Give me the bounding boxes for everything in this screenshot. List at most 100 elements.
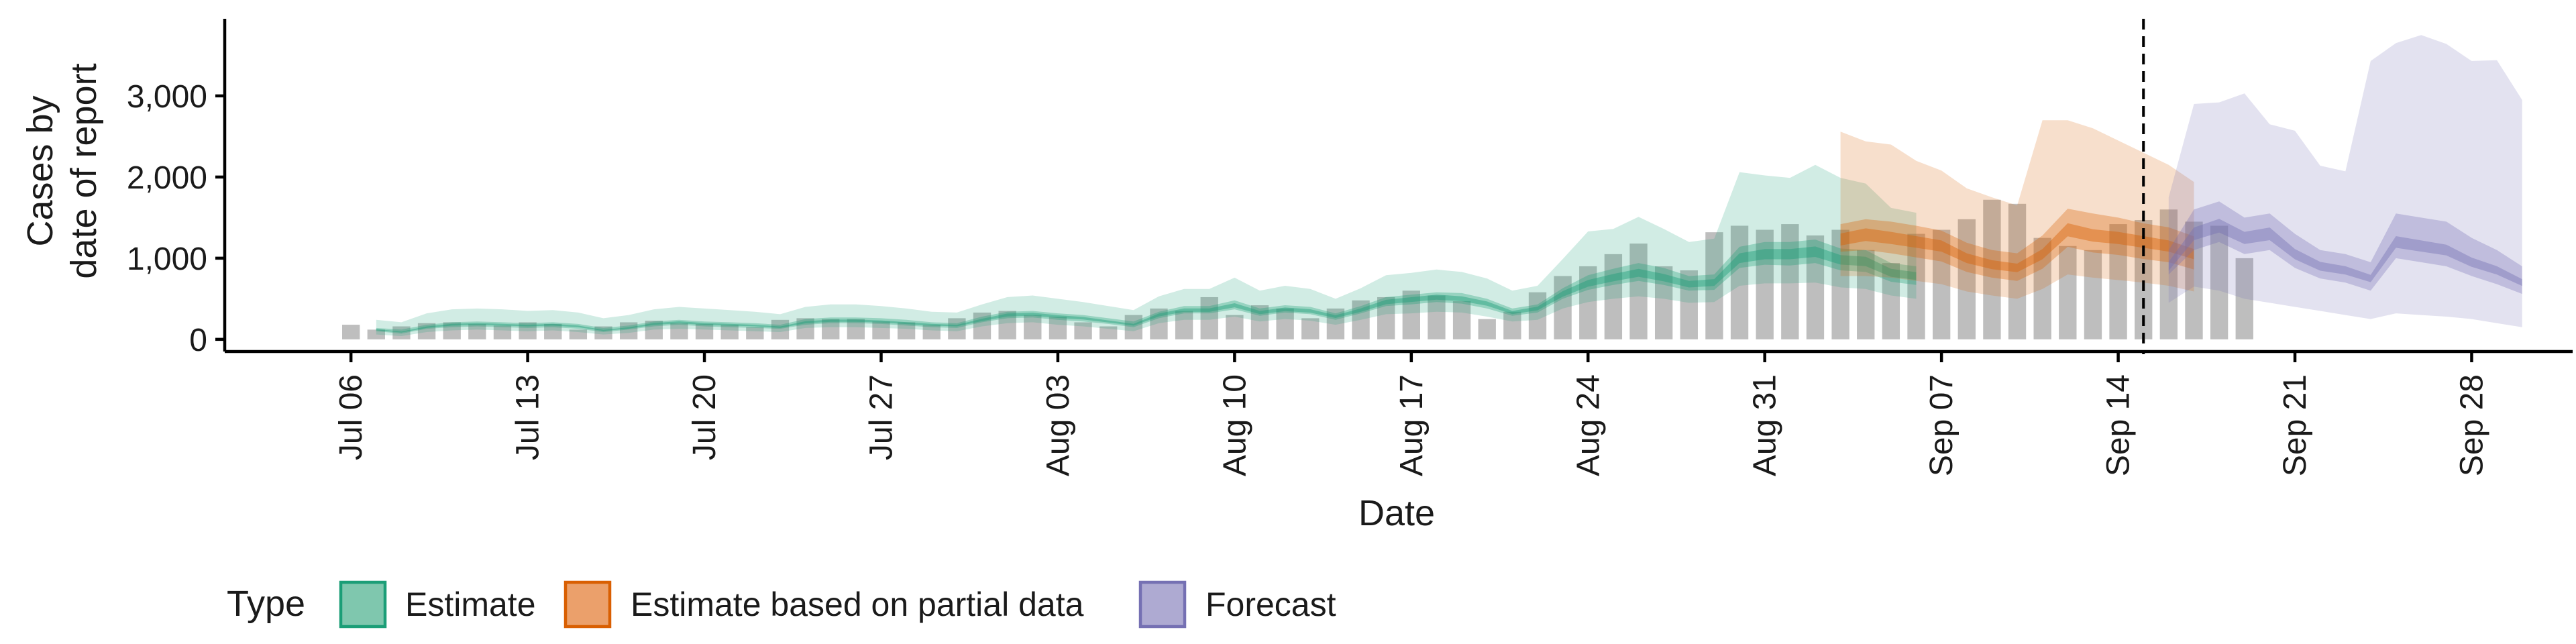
observed-bar [417, 323, 436, 339]
observed-bar [1452, 301, 1471, 339]
observed-bar [1276, 308, 1294, 339]
observed-bar [1831, 229, 1849, 339]
observed-bar [468, 323, 486, 339]
observed-bar [695, 323, 714, 339]
inner-band [2168, 201, 2522, 294]
x-tick-label: Jul 13 [511, 374, 546, 460]
legend: Type Estimate Estimate based on partial d… [227, 580, 1336, 629]
median-band [376, 246, 1917, 333]
observed-bar [1857, 250, 1875, 339]
legend-title: Type [227, 584, 305, 624]
observed-bar [1932, 229, 1951, 339]
legend-key [339, 580, 387, 629]
observed-bar [619, 322, 638, 339]
legend-key [564, 580, 612, 629]
x-tick-label: Aug 24 [1570, 374, 1606, 476]
observed-bar [2235, 258, 2253, 339]
observed-bar [1882, 263, 1900, 339]
observed-bar [872, 321, 890, 339]
observed-bar [645, 321, 663, 339]
y-axis-label-line2: date of report [64, 63, 104, 278]
observed-bar [1124, 315, 1143, 339]
x-tick-labels: Jul 06 Jul 13 Jul 20 Jul 27 Aug 03 Aug 10 Aug … [333, 374, 2489, 476]
legend-label: Forecast [1205, 586, 1336, 623]
observed-bar [973, 312, 991, 339]
x-tick-label: Jul 20 [687, 374, 722, 460]
y-tick-labels: 0 1,000 2,000 3,000 [127, 79, 207, 358]
x-tick-label: Aug 10 [1217, 374, 1252, 476]
observed-bar [1579, 266, 1597, 339]
observed-bar [2185, 221, 2203, 339]
observed-bar [1024, 315, 1042, 339]
observed-bar [1957, 219, 1976, 339]
observed-bar [1604, 254, 1623, 339]
observed-bar [443, 322, 461, 339]
observed-bar [1074, 322, 1092, 339]
observed-bar [1428, 295, 1446, 339]
observed-bar [1402, 290, 1420, 339]
inner-band [1840, 209, 2194, 281]
x-tick-label: Aug 03 [1040, 374, 1076, 476]
observed-bar [392, 326, 411, 339]
outer-band [1840, 120, 2194, 299]
observed-bar [771, 319, 790, 339]
x-axis-label: Date [1358, 493, 1435, 533]
observed-bar [1503, 311, 1521, 339]
observed-bar [1377, 297, 1395, 339]
outer-band [376, 164, 1917, 336]
observed-bar [1907, 233, 1925, 339]
observed-bar [2109, 224, 2127, 339]
observed-bar [1730, 225, 1749, 339]
observed-bar [1756, 229, 1774, 339]
observed-bar [1983, 199, 2001, 339]
observed-bar [1680, 270, 1698, 339]
observed-bar [1352, 300, 1370, 339]
observed-bar [746, 327, 764, 339]
observed-bar [493, 325, 512, 339]
x-tick-label: Sep 07 [1924, 374, 1960, 476]
estimate-bands [376, 35, 2522, 336]
observed-bar [1781, 224, 1799, 339]
observed-bar [998, 311, 1016, 339]
median-band [1840, 223, 2194, 272]
x-tick-label: Sep 21 [2277, 374, 2313, 476]
observed-bar [544, 323, 562, 339]
observed-bar [2210, 225, 2229, 339]
observed-bar [1099, 326, 1118, 339]
axes [215, 19, 2573, 362]
x-tick-label: Sep 28 [2455, 374, 2490, 476]
observed-bar [720, 325, 739, 339]
x-tick-label: Jul 27 [864, 374, 900, 460]
observed-bar [367, 329, 385, 339]
y-axis-label-line1: Cases by [20, 95, 60, 246]
x-tick-label: Sep 14 [2101, 374, 2137, 476]
legend-label: Estimate [405, 586, 536, 623]
observed-bar [1554, 276, 1572, 339]
observed-bar [1226, 315, 1244, 339]
observed-bar [342, 325, 360, 339]
observed-bar [948, 318, 966, 339]
y-tick-label: 2,000 [127, 160, 207, 196]
observed-bar [1200, 297, 1218, 339]
legend-label: Estimate based on partial data [631, 586, 1084, 623]
observed-bar [2033, 237, 2051, 339]
observed-bar [822, 319, 840, 339]
observed-bar [1250, 305, 1269, 339]
observed-bar [1705, 232, 1723, 339]
observed-bar [1528, 292, 1547, 339]
observed-bar [1150, 308, 1168, 339]
outer-band [2168, 35, 2522, 327]
observed-bar [1049, 316, 1067, 339]
observed-bar [922, 325, 941, 339]
observed-bar [1326, 308, 1345, 339]
y-tick-label: 3,000 [127, 79, 207, 115]
x-tick-label: Jul 06 [333, 374, 369, 460]
x-tick-label: Aug 17 [1394, 374, 1430, 476]
observed-bar [897, 322, 916, 339]
observed-bar [569, 329, 588, 339]
y-tick-label: 0 [189, 323, 207, 358]
observed-bar [1629, 244, 1648, 339]
observed-bar [1654, 266, 1673, 339]
